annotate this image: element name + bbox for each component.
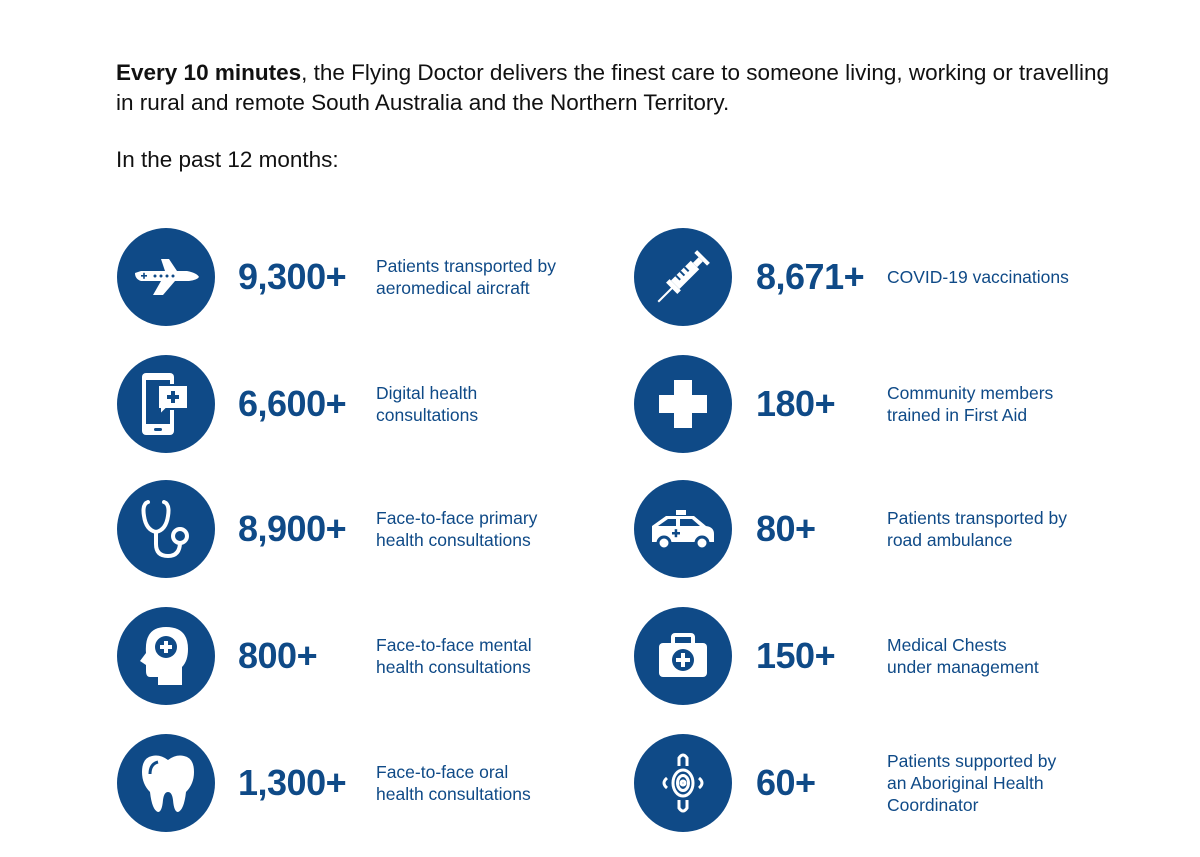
stat-item: 60+ Patients supported by an Aboriginal He… (634, 734, 1154, 832)
stat-label-line: Patients transported by (376, 256, 556, 276)
stat-label-line: consultations (376, 405, 479, 425)
stat-value: 180+ (756, 383, 836, 424)
stat-label: Patients transported by aeromedical aircr… (376, 228, 556, 326)
stat-label-line: road ambulance (887, 530, 1013, 550)
subheading: In the past 12 months: (116, 147, 339, 172)
stat-value: 8,671+ (756, 256, 865, 297)
stat-item: 1,300+ Face-to-face oral health consultati… (117, 734, 637, 832)
stat-label-line: Face-to-face mental (376, 635, 532, 655)
stethoscope-icon (117, 480, 215, 578)
stat-label: Face-to-face oral health consultations (376, 734, 531, 832)
intro-rest: , the Flying Doctor delivers the finest … (116, 60, 1109, 115)
stat-value: 60+ (756, 762, 816, 803)
stat-label: Patients transported by road ambulance (887, 480, 1067, 578)
stat-label: Medical Chests under management (887, 607, 1039, 705)
stat-label-line: trained in First Aid (887, 405, 1028, 425)
intro-text: Every 10 minutes, the Flying Doctor deli… (116, 58, 1116, 118)
stat-label-line: health consultations (376, 530, 531, 550)
tooth-icon (117, 734, 215, 832)
intro-bold: Every 10 minutes (116, 60, 302, 85)
stat-label-line: health consultations (376, 657, 531, 677)
stat-label: Face-to-face mental health consultations (376, 607, 532, 705)
stat-value: 1,300+ (238, 762, 347, 803)
stat-item: 180+ Community members trained in First Ai… (634, 355, 1154, 453)
medical-chest-icon (634, 607, 732, 705)
stat-value: 800+ (238, 635, 318, 676)
syringe-icon (634, 228, 732, 326)
ambulance-icon (634, 480, 732, 578)
stat-label-line: aeromedical aircraft (376, 278, 530, 298)
stat-item: 8,671+ COVID-19 vaccinations (634, 228, 1154, 326)
stat-item: 8,900+ Face-to-face primary health consult… (117, 480, 637, 578)
stat-item: 80+ Patients transported by road ambulance (634, 480, 1154, 578)
stat-label-line: Face-to-face oral (376, 762, 509, 782)
cross-icon (634, 355, 732, 453)
stat-value: 9,300+ (238, 256, 347, 297)
stat-label-line: Patients supported by (887, 751, 1057, 771)
head-cross-icon (117, 607, 215, 705)
stat-label: Face-to-face primary health consultations (376, 480, 537, 578)
stat-value: 6,600+ (238, 383, 347, 424)
stat-label: COVID-19 vaccinations (887, 228, 1069, 326)
stat-item: 6,600+ Digital health consultations (117, 355, 637, 453)
stat-value: 150+ (756, 635, 836, 676)
stat-label-line: under management (887, 657, 1039, 677)
airplane-icon (117, 228, 215, 326)
stat-label: Digital health consultations (376, 355, 478, 453)
stat-value: 80+ (756, 508, 816, 549)
stat-item: 9,300+ Patients transported by aeromedical… (117, 228, 637, 326)
stat-label: Community members trained in First Aid (887, 355, 1053, 453)
stat-label-line: Coordinator (887, 795, 979, 815)
stat-label-line: COVID-19 vaccinations (887, 267, 1069, 287)
stat-label-line: an Aboriginal Health (887, 773, 1044, 793)
stat-label-line: Digital health (376, 383, 478, 403)
aboriginal-symbol-icon (634, 734, 732, 832)
stat-value: 8,900+ (238, 508, 347, 549)
phone-chat-icon (117, 355, 215, 453)
stat-label-line: Medical Chests (887, 635, 1007, 655)
stat-label-line: Community members (887, 383, 1054, 403)
stat-item: 800+ Face-to-face mental health consultati… (117, 607, 637, 705)
stat-item: 150+ Medical Chests under management (634, 607, 1154, 705)
stat-label: Patients supported by an Aboriginal Healt… (887, 734, 1056, 832)
stat-label-line: Face-to-face primary (376, 508, 538, 528)
stat-label-line: Patients transported by (887, 508, 1067, 528)
stat-label-line: health consultations (376, 784, 531, 804)
